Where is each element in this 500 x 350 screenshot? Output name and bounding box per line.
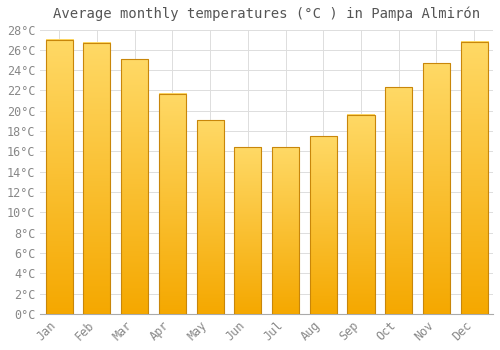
Bar xyxy=(234,147,262,314)
Bar xyxy=(460,42,488,314)
Bar xyxy=(84,43,110,314)
Bar xyxy=(196,120,224,314)
Bar xyxy=(310,136,337,314)
Bar xyxy=(385,88,412,314)
Title: Average monthly temperatures (°C ) in Pampa Almirón: Average monthly temperatures (°C ) in Pa… xyxy=(53,7,480,21)
Bar xyxy=(348,115,374,314)
Bar xyxy=(121,59,148,314)
Bar xyxy=(272,147,299,314)
Bar xyxy=(159,93,186,314)
Bar xyxy=(423,63,450,314)
Bar xyxy=(46,40,73,314)
